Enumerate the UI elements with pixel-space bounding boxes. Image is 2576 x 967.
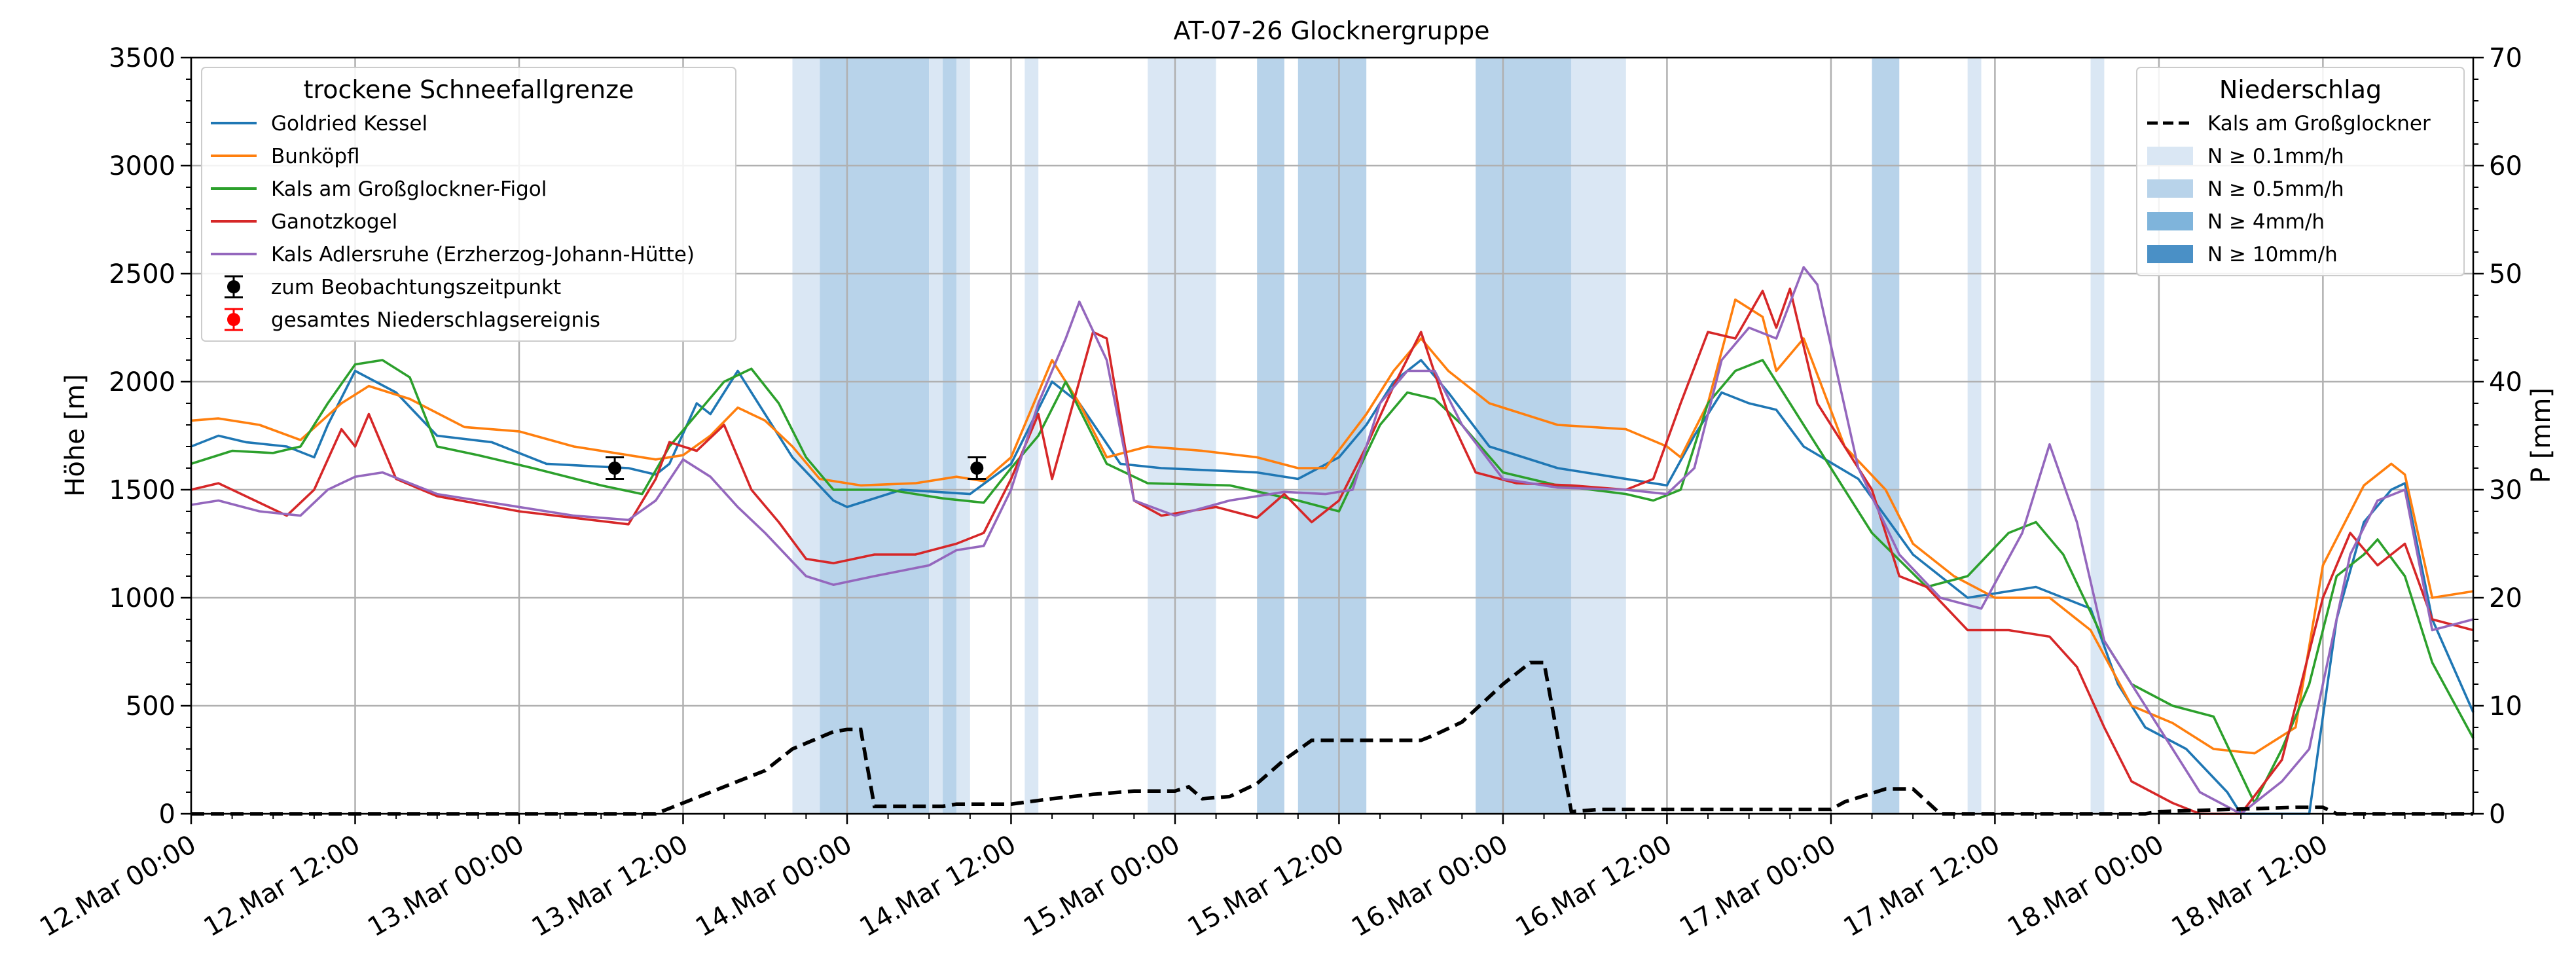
legend-marker-dot	[227, 280, 240, 293]
y-tick-label: 3000	[109, 151, 175, 181]
precip-band	[1174, 58, 1216, 814]
y-tick-label: 1500	[109, 475, 175, 505]
legend-label: Bunköpfl	[271, 145, 360, 168]
observation-marker	[608, 462, 622, 475]
series-lines	[190, 266, 2475, 815]
legend-right-title: Niederschlag	[2219, 75, 2382, 104]
y-right-tick-label: 70	[2489, 43, 2522, 73]
series-line	[190, 298, 2474, 755]
precip-bands	[792, 58, 2105, 814]
legend-label: N ≥ 4mm/h	[2207, 210, 2325, 234]
legend-swatch	[2147, 179, 2193, 198]
plot-frame	[190, 56, 2475, 815]
y-tick-label: 2500	[109, 259, 175, 289]
y-right-tick-label: 50	[2489, 259, 2522, 289]
observation-points	[606, 456, 987, 480]
y-right-tick-label: 40	[2489, 367, 2522, 397]
precip-band	[1297, 58, 1367, 814]
legend-left-title: trockene Schneefallgrenze	[304, 75, 634, 104]
y-right-tick-label: 60	[2489, 151, 2522, 181]
y-tick-label: 0	[159, 799, 175, 830]
legend-swatch	[2147, 212, 2193, 230]
precip-line-group	[191, 661, 2473, 816]
legend-swatch	[2147, 147, 2193, 165]
precip-line	[191, 661, 2473, 816]
y-right-tick-label: 10	[2489, 691, 2522, 721]
series-line	[190, 266, 2474, 815]
legend-label: Kals Adlersruhe (Erzherzog-Johann-Hütte)	[271, 243, 695, 266]
legend-label: Kals am Großglockner-Figol	[271, 177, 547, 201]
precip-band	[1257, 58, 1284, 814]
precip-band	[943, 58, 956, 814]
legend-marker-dot	[227, 313, 240, 326]
precip-band	[792, 58, 820, 814]
precip-band	[956, 58, 970, 814]
y-axis-label-left: Höhe [m]	[60, 374, 90, 496]
precip-band	[1476, 58, 1572, 814]
chart-title: AT-07-26 Glocknergruppe	[1174, 16, 1490, 45]
legend-swatch	[2147, 245, 2193, 263]
y-tick-label: 3500	[109, 43, 175, 73]
precip-band	[1967, 58, 1982, 814]
series-line	[190, 359, 2475, 815]
y-right-tick-label: 30	[2489, 475, 2522, 505]
observation-point	[968, 456, 987, 480]
y-tick-label: 1000	[109, 583, 175, 613]
precip-band	[1148, 58, 1175, 814]
legend-right-box	[2136, 67, 2465, 276]
legend-label: Ganotzkogel	[271, 210, 397, 234]
legend-label: N ≥ 0.5mm/h	[2207, 177, 2344, 201]
legend-right: Niederschlag Kals am Großglockner N ≥ 0.1m…	[2136, 67, 2465, 276]
legend-label: N ≥ 0.1mm/h	[2207, 145, 2344, 168]
legend-left: trockene Schneefallgrenze Goldried Kessel…	[201, 67, 736, 342]
y-tick-label: 500	[126, 691, 175, 721]
legend-left-box	[201, 67, 736, 342]
observation-point	[606, 456, 625, 480]
legend-label: Goldried Kessel	[271, 112, 427, 136]
precip-band	[1872, 58, 1900, 814]
y-right-tick-label: 20	[2489, 583, 2522, 613]
y-tick-label: 2000	[109, 367, 175, 397]
legend-label: gesamtes Niederschlagsereignis	[271, 308, 600, 332]
series-line	[190, 359, 2475, 805]
legend-label: zum Beobachtungszeitpunkt	[271, 276, 561, 299]
precip-band	[1571, 58, 1626, 814]
series-line	[190, 287, 2474, 815]
legend-label: Kals am Großglockner	[2207, 112, 2431, 136]
precip-band	[929, 58, 943, 814]
precip-band	[1025, 58, 1039, 814]
y-axis-label-right: P [mm]	[2526, 388, 2556, 483]
legend-label: N ≥ 10mm/h	[2207, 243, 2338, 266]
y-right-tick-label: 0	[2489, 799, 2505, 830]
precip-band	[820, 58, 930, 814]
observation-marker	[970, 462, 984, 475]
